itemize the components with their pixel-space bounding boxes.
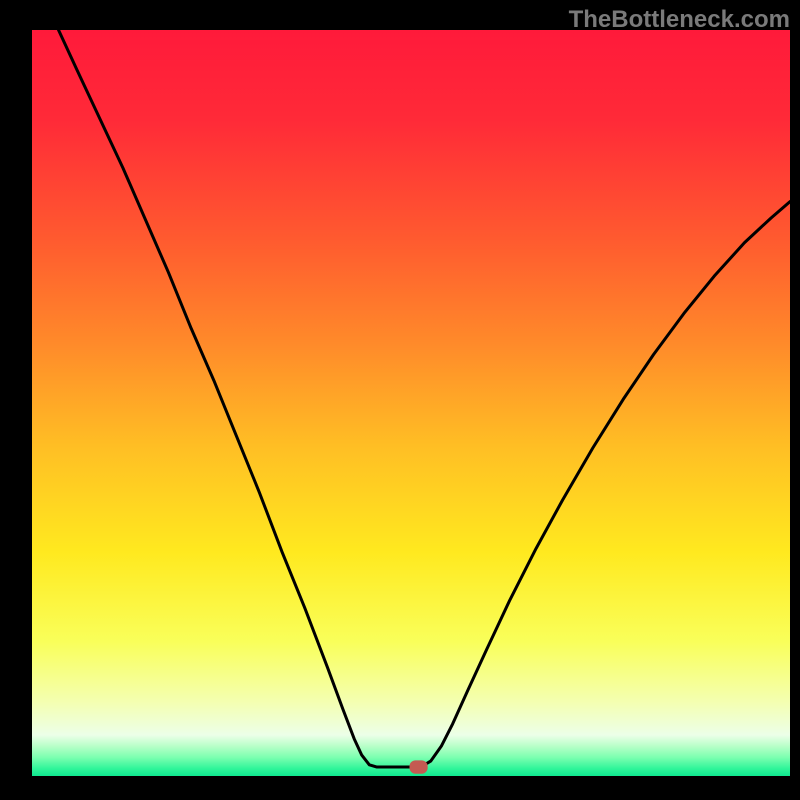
- watermark-text: TheBottleneck.com: [569, 6, 790, 34]
- minimum-marker: [409, 760, 427, 773]
- chart-container: TheBottleneck.com: [0, 0, 800, 800]
- plot-area: [32, 30, 790, 776]
- curve-path: [59, 30, 790, 767]
- curve-layer: [32, 30, 790, 776]
